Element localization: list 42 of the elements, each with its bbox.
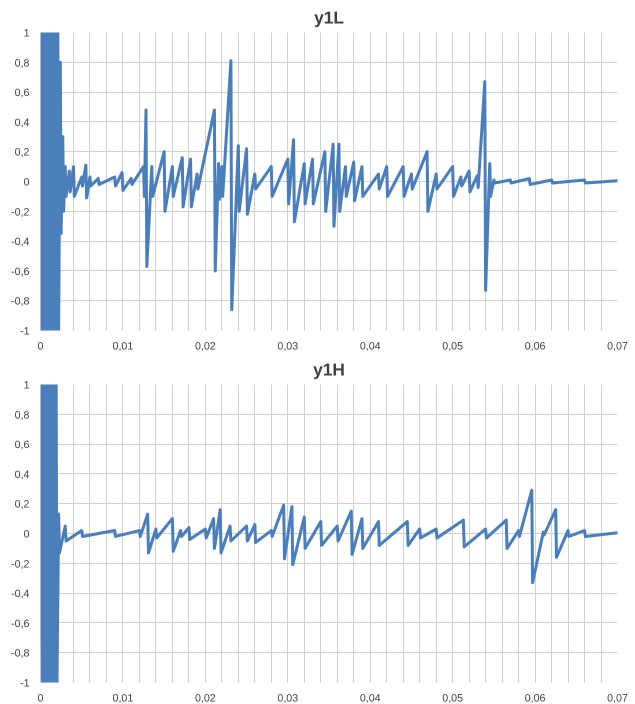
x-tick-label: 0,03 (277, 340, 298, 352)
y-tick-label: -1 (20, 326, 30, 338)
x-tick-label: 0,05 (442, 692, 464, 704)
x-tick-label: 0 (38, 692, 44, 704)
x-tick-label: 0,07 (607, 692, 628, 704)
y-tick-label: 0,8 (14, 409, 30, 422)
y-tick-label: -0,2 (11, 558, 30, 570)
x-tick-label: 0 (38, 340, 44, 352)
chart-title: y1H (313, 360, 345, 380)
chart-title: y1L (314, 8, 344, 28)
x-tick-label: 0,04 (360, 692, 381, 704)
y-tick-label: 0,2 (14, 146, 30, 159)
y-tick-label: 0,6 (14, 439, 30, 452)
x-tick-label: 0,07 (607, 340, 628, 352)
y-tick-label: 0 (24, 528, 30, 540)
y-tick-label: -0,6 (11, 618, 30, 630)
x-tick-label: 0,03 (277, 692, 298, 704)
y-tick-label: 0,2 (14, 498, 30, 511)
y-tick-label: 1 (24, 28, 30, 40)
y-tick-label: 0,8 (14, 57, 30, 70)
x-tick-label: 0,05 (442, 340, 464, 352)
x-tick-label: 0,06 (524, 340, 546, 352)
x-tick-label: 0,04 (360, 340, 381, 352)
y-tick-label: -1 (20, 678, 30, 690)
y-tick-label: -0,4 (11, 588, 30, 600)
x-tick-label: 0,01 (112, 692, 134, 704)
y-tick-label: -0,6 (11, 266, 30, 278)
y-tick-label: 0,4 (14, 116, 30, 129)
line-series (40, 32, 618, 330)
x-tick-label: 0,06 (524, 692, 546, 704)
y-tick-label: 1 (24, 380, 30, 392)
x-tick-label: 0,02 (194, 692, 216, 704)
y-tick-label: 0,4 (14, 468, 30, 481)
y-tick-label: -0,4 (11, 236, 30, 248)
y-tick-label: -0,2 (11, 206, 30, 218)
x-tick-label: 0,01 (112, 340, 134, 352)
line-series (40, 384, 618, 682)
y-tick-label: 0 (24, 176, 30, 188)
y-tick-label: 0,6 (14, 87, 30, 100)
y-tick-label: -0,8 (11, 648, 30, 660)
y-tick-label: -0,8 (11, 296, 30, 308)
x-tick-label: 0,02 (194, 340, 216, 352)
